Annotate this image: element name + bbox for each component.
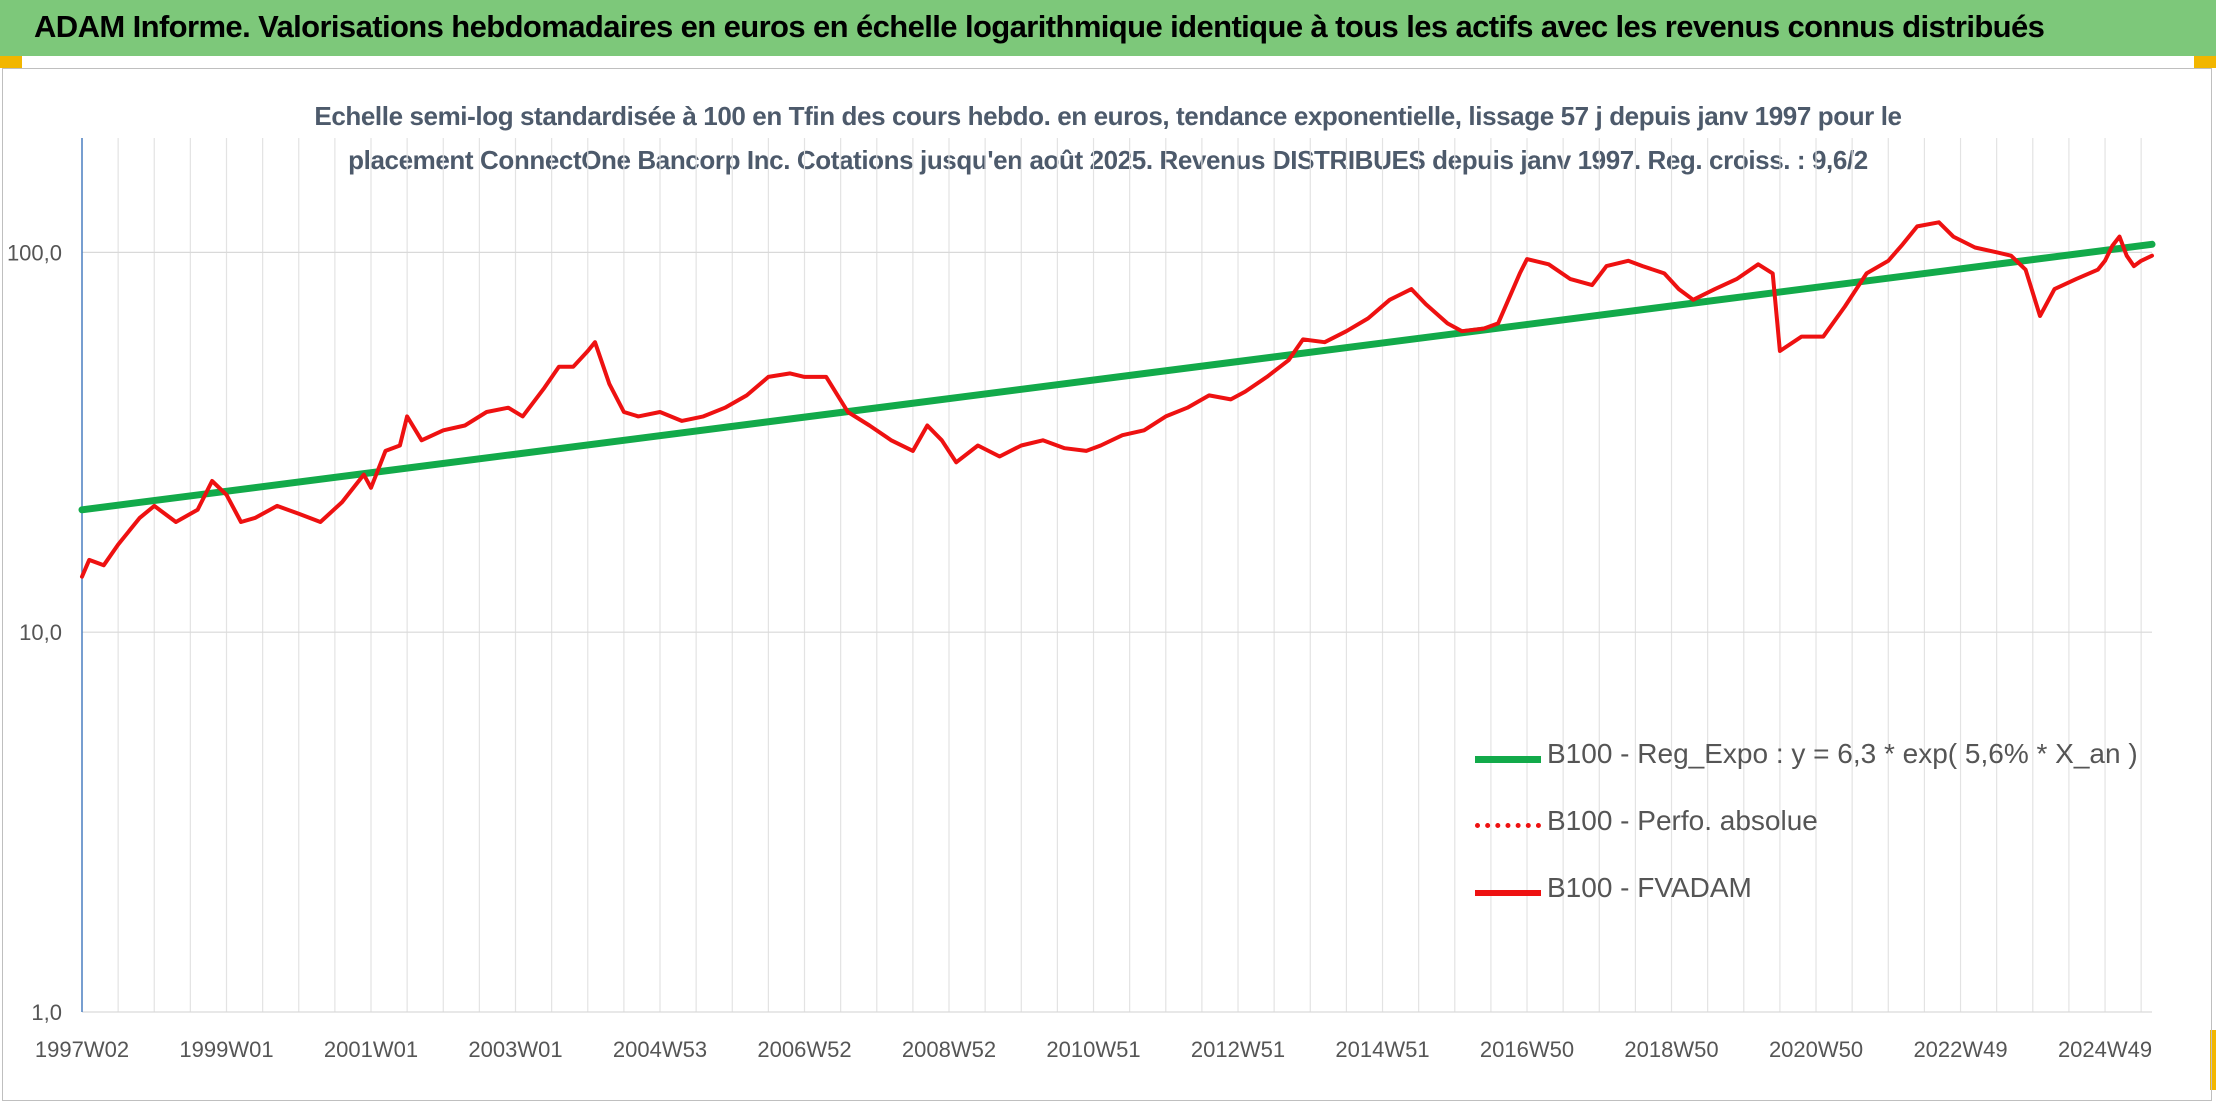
corner-marker-top-right xyxy=(2194,56,2216,68)
series-line-fvadam xyxy=(80,220,2154,579)
chart-subtitle: Echelle semi-log standardisée à 100 en T… xyxy=(0,94,2216,182)
x-tick-label: 2018W50 xyxy=(1624,1037,1718,1062)
x-tick-label: 2012W51 xyxy=(1191,1037,1285,1062)
chart-subtitle-line-2: placement ConnectOne Bancorp Inc. Cotati… xyxy=(348,145,1868,175)
x-tick-label: 1999W01 xyxy=(179,1037,273,1062)
x-tick-label: 2022W49 xyxy=(1913,1037,2007,1062)
x-tick-label: 2020W50 xyxy=(1769,1037,1863,1062)
x-tick-label: 2008W52 xyxy=(902,1037,996,1062)
series-line-reg-expo xyxy=(78,240,2156,514)
label-layer: 1,0 10,0 100,0 1997W02 1999W01 2001W01 2003W01… xyxy=(7,240,2152,1062)
grid-layer xyxy=(82,138,2152,1013)
x-tick-label: 2006W52 xyxy=(757,1037,851,1062)
chart-subtitle-line-1: Echelle semi-log standardisée à 100 en T… xyxy=(314,101,1902,131)
legend-swatch-perfo-absolue xyxy=(1475,823,1541,828)
legend-label-reg-expo: B100 - Reg_Expo : y = 6,3 * exp( 5,6% * … xyxy=(1547,738,2138,769)
x-tick-label: 2001W01 xyxy=(324,1037,418,1062)
x-tick-label: 2024W49 xyxy=(2058,1037,2152,1062)
x-tick-label: 2004W53 xyxy=(613,1037,707,1062)
legend-label-perfo-absolue: B100 - Perfo. absolue xyxy=(1547,805,1818,836)
legend-label-fvadam: B100 - FVADAM xyxy=(1547,872,1752,903)
y-tick-label: 100,0 xyxy=(7,240,62,265)
y-tick-label: 10,0 xyxy=(19,620,62,645)
corner-marker-top-left xyxy=(0,56,22,68)
x-tick-label: 2010W51 xyxy=(1046,1037,1140,1062)
legend-swatch-reg-expo xyxy=(1475,756,1541,763)
x-tick-label: 1997W02 xyxy=(35,1037,129,1062)
chart-frame xyxy=(2,68,2212,1101)
y-tick-label: 1,0 xyxy=(31,1000,62,1025)
x-tick-label: 2016W50 xyxy=(1480,1037,1574,1062)
x-tick-label: 2014W51 xyxy=(1335,1037,1429,1062)
page-title: ADAM Informe. Valorisations hebdomadaire… xyxy=(34,9,2045,44)
legend-swatch-fvadam xyxy=(1475,890,1541,896)
corner-marker-bottom-right xyxy=(2210,1030,2216,1090)
header-banner: ADAM Informe. Valorisations hebdomadaire… xyxy=(0,0,2216,56)
series-layer xyxy=(78,220,2156,579)
x-tick-label: 2003W01 xyxy=(468,1037,562,1062)
